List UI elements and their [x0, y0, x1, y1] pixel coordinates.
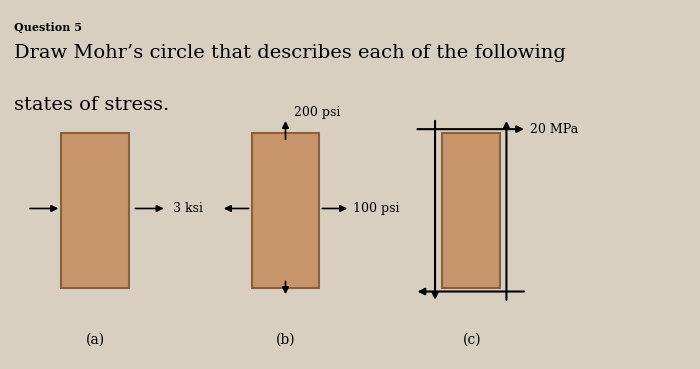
Text: (b): (b)	[276, 332, 295, 346]
Text: 100 psi: 100 psi	[354, 202, 400, 215]
Text: Draw Mohr’s circle that describes each of the following: Draw Mohr’s circle that describes each o…	[13, 44, 566, 62]
Text: (c): (c)	[463, 332, 482, 346]
Text: 200 psi: 200 psi	[294, 106, 340, 119]
Text: 20 MPa: 20 MPa	[530, 123, 578, 136]
FancyBboxPatch shape	[442, 133, 500, 288]
FancyBboxPatch shape	[251, 133, 319, 288]
FancyBboxPatch shape	[61, 133, 130, 288]
Text: 3 ksi: 3 ksi	[174, 202, 203, 215]
Text: Question 5: Question 5	[13, 22, 82, 33]
Text: states of stress.: states of stress.	[13, 96, 169, 114]
Text: (a): (a)	[85, 332, 105, 346]
